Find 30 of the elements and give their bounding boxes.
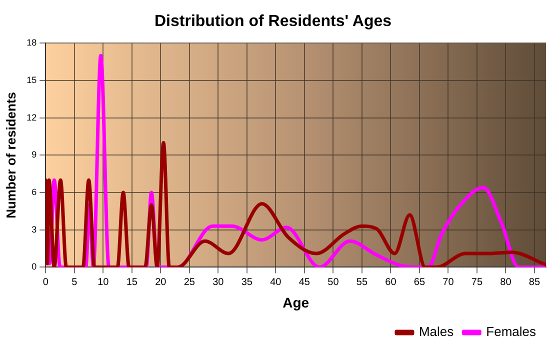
y-tick-label: 18 bbox=[26, 38, 37, 48]
x-tick-label: 15 bbox=[126, 276, 138, 288]
x-tick-label: 5 bbox=[72, 276, 78, 288]
y-tick-label: 9 bbox=[32, 150, 37, 160]
x-tick-label: 45 bbox=[298, 276, 310, 288]
x-tick-label: 10 bbox=[98, 276, 110, 288]
y-tick-label: 6 bbox=[32, 187, 37, 198]
x-tick-label: 25 bbox=[184, 276, 196, 288]
x-tick-label: 40 bbox=[270, 276, 282, 288]
x-tick-label: 75 bbox=[471, 276, 483, 288]
x-tick-label: 60 bbox=[385, 276, 397, 288]
x-tick-label: 30 bbox=[212, 276, 224, 288]
y-tick-label: 0 bbox=[32, 262, 37, 272]
y-tick-label: 3 bbox=[32, 224, 37, 234]
x-tick-label: 50 bbox=[328, 276, 340, 288]
x-axis-title: Age bbox=[282, 294, 310, 310]
chart-title: Distribution of Residents' Ages bbox=[154, 13, 392, 30]
x-tick-label: 85 bbox=[528, 276, 540, 288]
x-tick-label: 20 bbox=[155, 276, 167, 288]
x-tick-label: 65 bbox=[414, 276, 426, 288]
y-tick-label: 12 bbox=[26, 112, 37, 122]
x-tick-label: 70 bbox=[442, 276, 454, 288]
x-tick-label: 80 bbox=[500, 276, 512, 288]
legend-label: Females bbox=[486, 324, 536, 340]
x-tick-label: 55 bbox=[356, 276, 368, 288]
y-axis-title: Number of residents bbox=[3, 92, 18, 218]
legend-label: Males bbox=[418, 324, 454, 340]
x-tick-label: 35 bbox=[241, 276, 253, 288]
x-tick-label: 0 bbox=[42, 276, 49, 288]
y-tick-label: 15 bbox=[26, 75, 37, 86]
